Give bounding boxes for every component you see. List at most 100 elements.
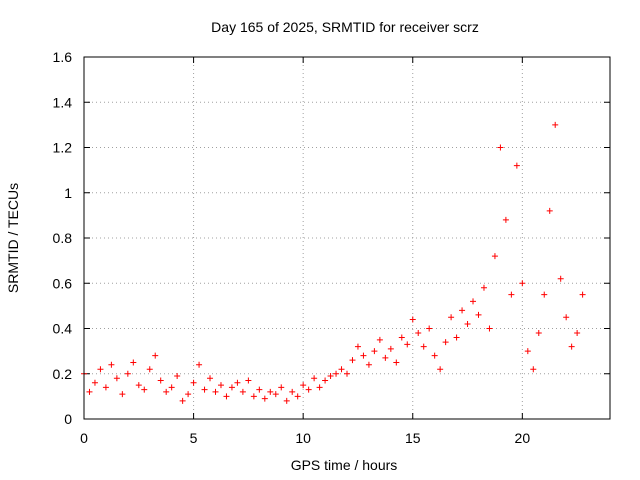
data-point — [480, 284, 487, 291]
data-point — [382, 354, 389, 361]
y-tick-label: 0 — [64, 411, 72, 427]
data-point — [261, 395, 268, 402]
data-point — [113, 375, 120, 382]
data-point — [124, 370, 131, 377]
data-point — [404, 341, 411, 348]
data-point — [338, 366, 345, 373]
x-tick-label: 0 — [80, 430, 88, 446]
data-point — [453, 334, 460, 341]
data-point — [97, 366, 104, 373]
data-point — [497, 144, 504, 151]
grid-lines — [84, 57, 610, 419]
data-point — [415, 330, 422, 337]
x-tick-label: 15 — [405, 430, 421, 446]
data-point — [223, 393, 230, 400]
data-point — [239, 388, 246, 395]
y-tick-label: 1.4 — [53, 94, 73, 110]
data-point — [267, 388, 274, 395]
data-point — [568, 343, 575, 350]
data-point — [212, 388, 219, 395]
data-point — [442, 339, 449, 346]
data-point — [448, 314, 455, 321]
data-point — [508, 291, 515, 298]
data-point — [196, 361, 203, 368]
y-tick-label: 0.2 — [53, 366, 73, 382]
data-point — [557, 275, 564, 282]
data-point — [119, 391, 126, 398]
data-point — [207, 375, 214, 382]
y-tick-label: 1.2 — [53, 140, 73, 156]
data-point — [459, 307, 466, 314]
data-point — [250, 393, 257, 400]
data-point — [360, 352, 367, 359]
data-point — [245, 377, 252, 384]
data-point — [289, 388, 296, 395]
x-tick-label: 5 — [190, 430, 198, 446]
data-point — [552, 121, 559, 128]
data-point — [179, 397, 186, 404]
data-point — [201, 386, 208, 393]
data-point — [409, 316, 416, 323]
data-point — [185, 391, 192, 398]
y-axis-label: SRMTID / TECUs — [5, 183, 21, 293]
data-point — [464, 320, 471, 327]
data-point — [393, 359, 400, 366]
data-point — [256, 386, 263, 393]
data-point — [563, 314, 570, 321]
y-tick-label: 1.6 — [53, 49, 73, 65]
data-point — [398, 334, 405, 341]
data-point — [108, 361, 115, 368]
y-tick-label: 0.8 — [53, 230, 73, 246]
data-point — [135, 382, 142, 389]
data-point — [426, 325, 433, 332]
x-axis-label: GPS time / hours — [291, 457, 398, 473]
x-tick-label: 20 — [515, 430, 531, 446]
data-point — [272, 391, 279, 398]
data-point — [546, 207, 553, 214]
data-point — [387, 345, 394, 352]
data-point — [530, 366, 537, 373]
data-points — [81, 121, 586, 404]
data-point — [234, 379, 241, 386]
y-tick-label: 1 — [64, 185, 72, 201]
data-point — [174, 373, 181, 380]
data-point — [344, 370, 350, 377]
data-point — [486, 325, 493, 332]
data-point — [311, 375, 318, 382]
data-point — [300, 382, 307, 389]
data-point — [524, 348, 531, 355]
data-point — [130, 359, 137, 366]
data-point — [475, 311, 482, 318]
data-point — [163, 388, 170, 395]
data-point — [354, 343, 361, 350]
data-point — [152, 352, 159, 359]
data-point — [376, 336, 383, 343]
data-point — [316, 384, 323, 391]
chart-title: Day 165 of 2025, SRMTID for receiver scr… — [211, 19, 479, 35]
data-point — [470, 298, 477, 305]
data-point — [283, 397, 290, 404]
data-point — [420, 343, 427, 350]
data-point — [333, 370, 340, 377]
data-point — [146, 366, 153, 373]
data-point — [168, 384, 175, 391]
axis-ticks: 0 0.2 0.4 0.6 0.8 1 1.2 1.4 1.6 0 5 10 15 20 — [53, 49, 610, 446]
data-point — [294, 393, 301, 400]
data-point — [349, 357, 356, 364]
data-point — [278, 384, 285, 391]
data-point — [228, 384, 235, 391]
data-point — [535, 330, 542, 337]
data-point — [502, 216, 509, 223]
data-point — [217, 382, 224, 389]
plot-frame — [83, 56, 611, 420]
data-point — [322, 377, 329, 384]
y-tick-label: 0.4 — [53, 321, 73, 337]
data-point — [102, 384, 109, 391]
data-point — [579, 291, 586, 298]
data-point — [305, 386, 312, 393]
data-point — [491, 253, 498, 260]
data-point — [327, 373, 334, 380]
y-tick-label: 0.6 — [53, 275, 73, 291]
data-point — [365, 361, 372, 368]
